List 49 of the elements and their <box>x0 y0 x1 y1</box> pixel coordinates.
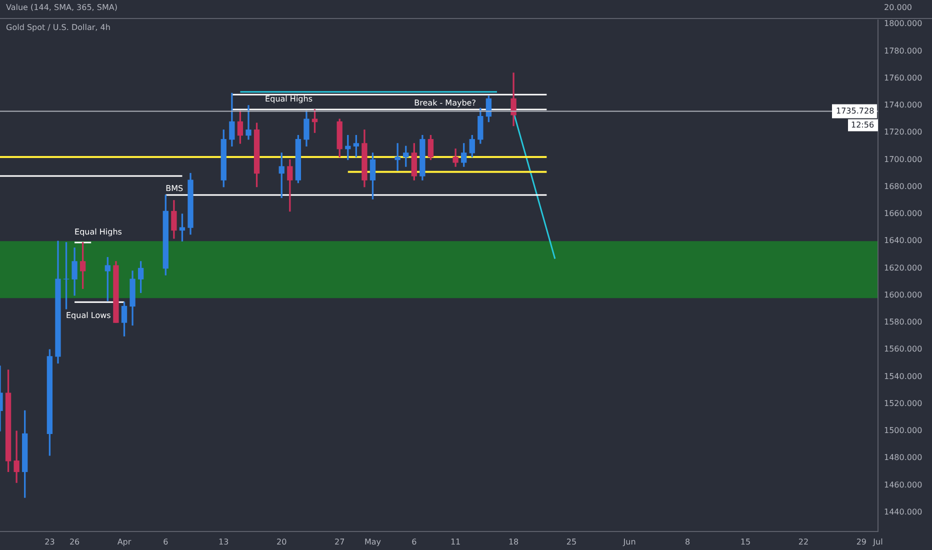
annotation: 12:56 <box>851 120 874 130</box>
y-tick-label: 1740.000 <box>884 100 922 110</box>
x-tick-label: May <box>364 537 382 546</box>
x-tick-label: 23 <box>44 537 55 546</box>
ref-line-label: 1735.728 <box>836 106 874 116</box>
x-tick-label: Apr <box>117 537 132 546</box>
y-tick-label: 1460.000 <box>884 480 922 490</box>
x-tick-label: 20 <box>276 537 287 546</box>
annotation: BMS <box>166 184 184 194</box>
y-tick-label: 1800.000 <box>884 19 922 28</box>
candlestick <box>246 105 252 140</box>
x-tick-label: 27 <box>334 537 345 546</box>
annotation: Equal Lows <box>66 311 111 320</box>
y-tick-label: 1620.000 <box>884 263 922 272</box>
x-tick-label: 25 <box>566 537 577 546</box>
x-tick-label: Jul <box>872 537 883 546</box>
text: 20.000 <box>884 3 912 12</box>
y-tick-label: 1640.000 <box>884 236 922 246</box>
x-tick-label: 29 <box>856 537 867 546</box>
y-tick-label: 1660.000 <box>884 209 922 218</box>
x-tick-label: 22 <box>798 537 809 546</box>
annotation: Equal Highs <box>265 94 312 104</box>
y-tick-label: 1480.000 <box>884 453 922 462</box>
y-tick-label: 1700.000 <box>884 154 922 164</box>
y-tick-label: 1600.000 <box>884 290 922 300</box>
y-tick-label: 1720.000 <box>884 128 922 137</box>
x-tick-label: 11 <box>450 537 461 546</box>
x-tick-label: 8 <box>684 537 690 546</box>
y-tick-label: 1520.000 <box>884 398 922 408</box>
text: Gold Spot / U.S. Dollar, 4h <box>6 23 110 32</box>
y-tick-label: 1680.000 <box>884 182 922 191</box>
y-tick-label: 1760.000 <box>884 73 922 82</box>
y-tick-label: 1560.000 <box>884 344 922 354</box>
x-tick-label: 6 <box>412 537 417 546</box>
x-tick-label: 18 <box>508 537 519 546</box>
x-tick-label: Jun <box>622 537 636 546</box>
x-tick-label: 13 <box>218 537 229 546</box>
annotation: Equal Highs <box>74 227 122 236</box>
y-tick-label: 1780.000 <box>884 46 922 56</box>
y-tick-label: 1440.000 <box>884 507 922 516</box>
y-tick-label: 1540.000 <box>884 372 922 381</box>
annotation: Break - Maybe? <box>414 98 476 108</box>
y-tick-label: 1580.000 <box>884 318 922 327</box>
x-tick-label: 6 <box>163 537 168 546</box>
x-tick-label: 15 <box>740 537 751 546</box>
y-tick-label: 1500.000 <box>884 426 922 436</box>
chart-subtitle: Value (144, SMA, 365, SMA) <box>6 3 118 12</box>
candlestick <box>14 430 20 483</box>
x-tick-label: 26 <box>69 537 80 546</box>
